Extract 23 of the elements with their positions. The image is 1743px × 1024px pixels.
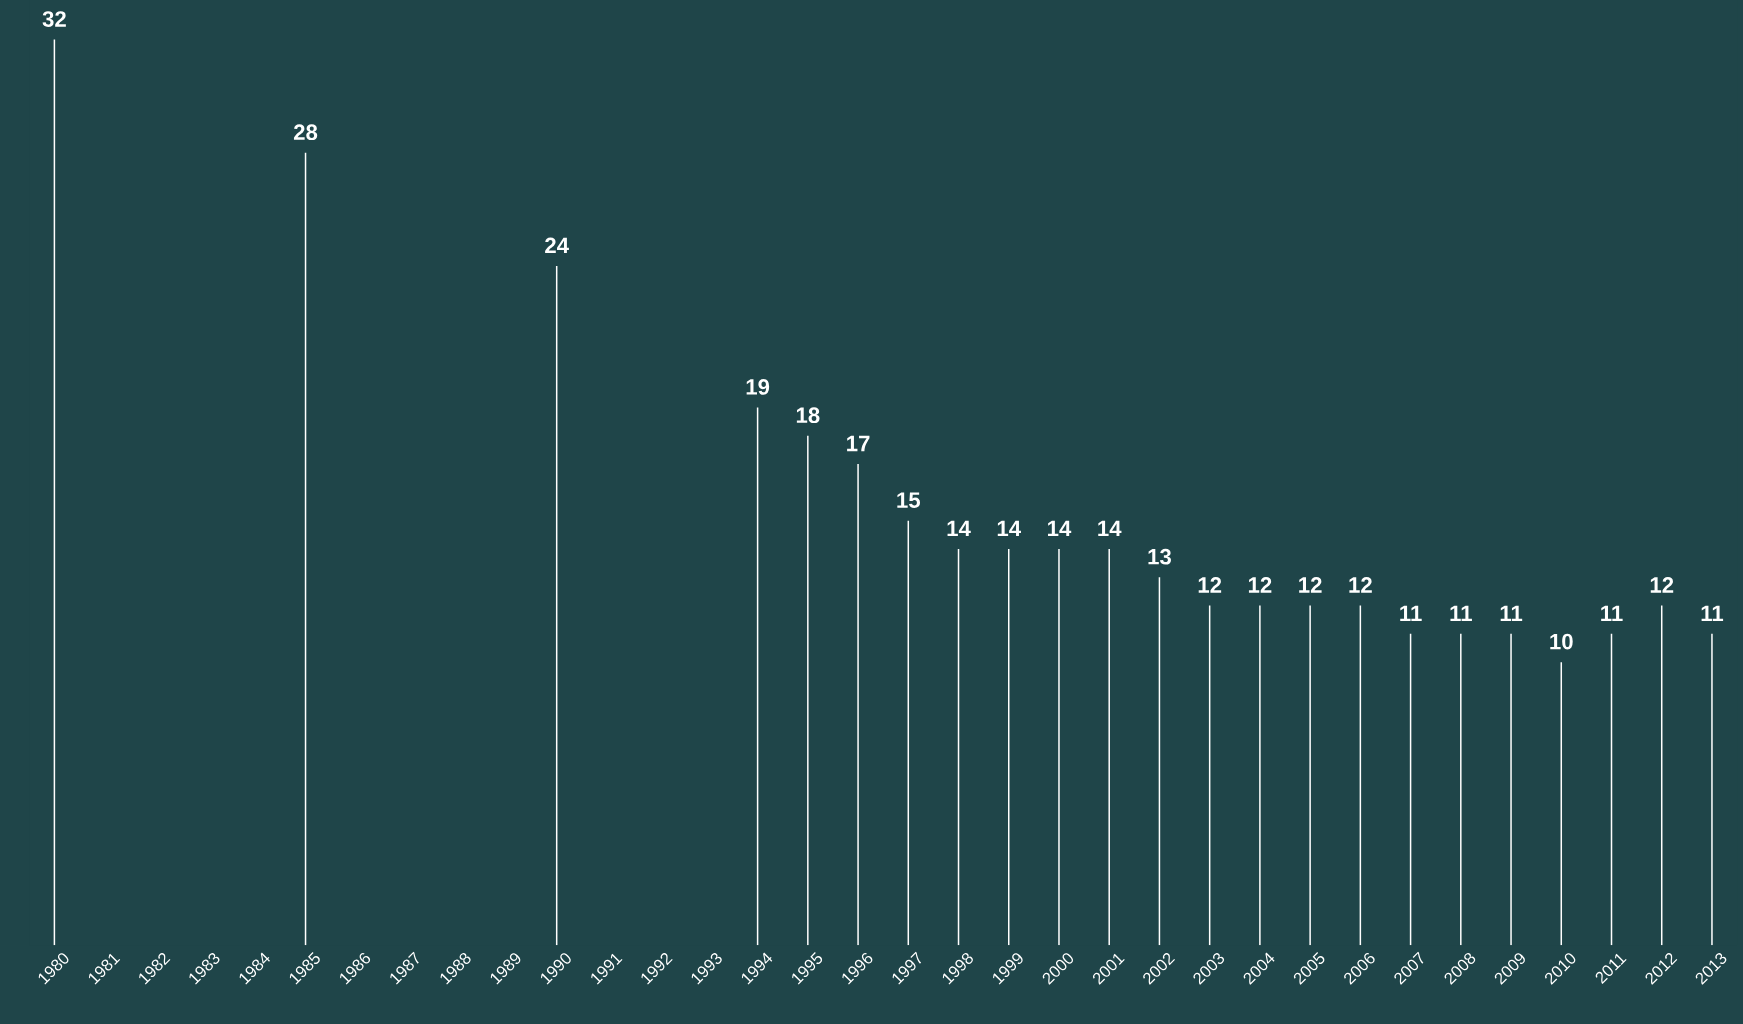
- data-label: 14: [997, 520, 1021, 537]
- data-label: 19: [746, 379, 770, 395]
- data-label: 28: [293, 124, 318, 141]
- data-label: 12: [1299, 577, 1322, 593]
- data-label: 14: [947, 520, 971, 537]
- data-label: 13: [1148, 548, 1171, 565]
- data-label: 24: [545, 237, 569, 254]
- data-label: 11: [1601, 605, 1623, 621]
- data-label: 11: [1701, 605, 1724, 621]
- data-label: 11: [1400, 605, 1422, 621]
- data-label: 12: [1349, 577, 1372, 593]
- data-label: 17: [847, 435, 870, 452]
- data-label: 12: [1248, 577, 1272, 593]
- data-label: 18: [796, 407, 820, 424]
- data-label: 12: [1198, 577, 1222, 593]
- data-label: 32: [42, 11, 66, 27]
- data-label: 11: [1500, 605, 1523, 621]
- data-label: 14: [1048, 520, 1072, 537]
- data-label: 14: [1098, 520, 1122, 537]
- data-label: 11: [1450, 605, 1472, 621]
- data-label: 15: [897, 492, 921, 508]
- data-label: 12: [1650, 577, 1674, 593]
- data-label: 10: [1550, 633, 1573, 650]
